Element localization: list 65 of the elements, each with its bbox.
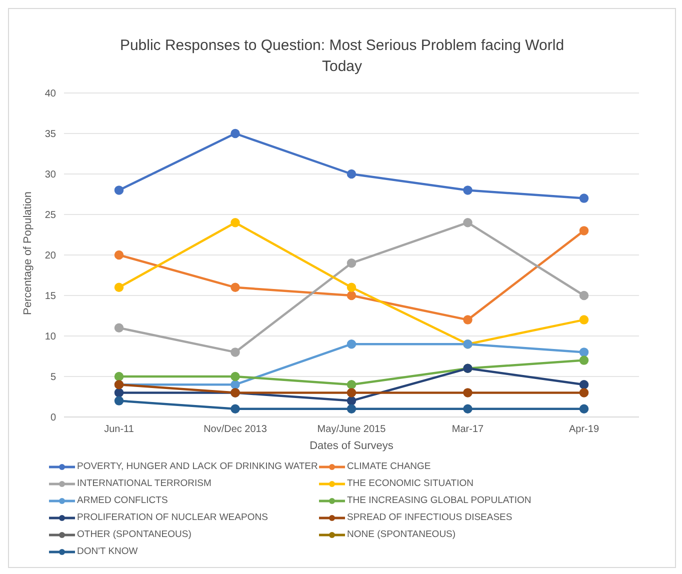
- point: [114, 282, 124, 292]
- point: [230, 128, 240, 138]
- chart-title: Public Responses to Question: Most Serious Problem facing World Today: [118, 36, 566, 77]
- point: [114, 388, 124, 398]
- point: [579, 404, 589, 414]
- point: [346, 339, 356, 349]
- point: [346, 396, 356, 406]
- point: [346, 380, 356, 390]
- point: [463, 218, 472, 228]
- legend-label: THE ECONOMIC SITUATION: [347, 478, 474, 489]
- x-tick-label: Jun-11: [104, 424, 134, 436]
- x-tick-label: Nov/Dec 2013: [204, 424, 268, 436]
- point: [230, 380, 240, 390]
- point: [463, 315, 472, 324]
- point: [579, 380, 589, 390]
- legend-label: INTERNATIONAL TERRORISM: [77, 478, 212, 489]
- point: [346, 169, 356, 179]
- point: [114, 372, 124, 382]
- point: [230, 372, 240, 382]
- point: [346, 388, 356, 398]
- point: [346, 404, 356, 414]
- point: [346, 290, 356, 300]
- point: [114, 186, 124, 195]
- point: [230, 282, 240, 292]
- legend-label: SPREAD OF INFECTIOUS DISEASES: [347, 512, 512, 523]
- point: [114, 323, 124, 333]
- y-tick-label: 20: [44, 250, 56, 262]
- point: [230, 218, 240, 228]
- y-tick-label: 25: [44, 210, 56, 222]
- y-tick-label: 15: [44, 291, 56, 302]
- point: [230, 404, 240, 414]
- point: [114, 250, 124, 260]
- legend-label: POVERTY, HUNGER AND LACK OF DRINKING WATER: [77, 461, 318, 472]
- y-tick-label: 30: [44, 170, 56, 181]
- y-tick-label: 10: [44, 332, 56, 343]
- x-tick-label: May/June 2015: [317, 424, 386, 436]
- point: [579, 290, 589, 300]
- point: [114, 396, 124, 406]
- y-tick-label: 35: [44, 129, 56, 140]
- legend-label: NONE (SPONTANEOUS): [347, 529, 456, 540]
- point: [463, 404, 472, 414]
- x-tick-label: Apr-19: [568, 424, 600, 436]
- legend-label: CLIMATE CHANGE: [347, 461, 431, 472]
- legend-label: ARMED CONFLICTS: [77, 495, 168, 506]
- point: [579, 388, 589, 398]
- legend-label: DON'T KNOW: [77, 546, 138, 557]
- x-axis-title: Dates of Surveys: [310, 440, 394, 452]
- point: [579, 315, 589, 324]
- point: [230, 348, 240, 357]
- point: [579, 356, 589, 365]
- x-tick-label: Mar-17: [452, 424, 484, 436]
- point: [346, 282, 356, 292]
- point: [346, 258, 356, 268]
- y-tick-label: 40: [44, 88, 56, 100]
- y-axis-title: Percentage of Population: [22, 191, 34, 315]
- legend-label: OTHER (SPONTANEOUS): [77, 529, 192, 540]
- point: [579, 226, 589, 236]
- point: [579, 194, 589, 203]
- point: [579, 348, 589, 357]
- y-tick-label: 0: [50, 412, 56, 424]
- legend-label: THE INCREASING GLOBAL POPULATION: [347, 495, 532, 506]
- point: [463, 186, 472, 195]
- legend-label: PROLIFERATION OF NUCLEAR WEAPONS: [77, 512, 268, 523]
- point: [463, 388, 472, 398]
- y-tick-label: 5: [50, 372, 56, 384]
